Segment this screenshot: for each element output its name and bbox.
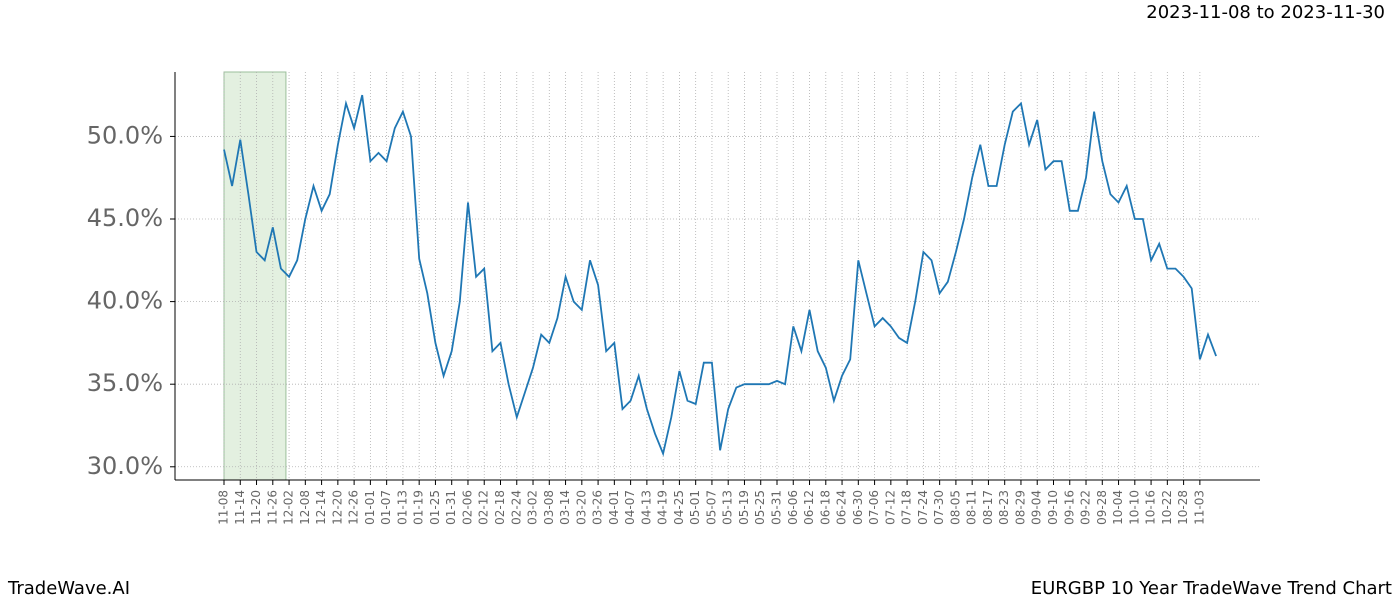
brand-label: TradeWave.AI [7, 578, 130, 599]
x-tick-label: 12-08 [298, 490, 312, 525]
x-tick-label: 08-11 [965, 490, 979, 525]
x-tick-label: 07-06 [867, 490, 881, 525]
x-tick-label: 06-18 [818, 490, 832, 525]
x-tick-label: 07-30 [932, 490, 946, 525]
x-tick-label: 10-04 [1111, 490, 1125, 525]
x-tick-label: 09-22 [1079, 490, 1093, 525]
x-tick-label: 02-06 [460, 490, 474, 525]
x-tick-label: 11-26 [265, 490, 279, 525]
x-tick-label: 05-13 [721, 490, 735, 525]
x-tick-label: 12-20 [330, 490, 344, 525]
x-tick-label: 05-01 [688, 490, 702, 525]
x-tick-label: 03-02 [526, 490, 540, 525]
x-tick-label: 11-08 [217, 490, 231, 525]
x-tick-label: 07-18 [900, 490, 914, 525]
x-tick-label: 06-12 [802, 490, 816, 525]
x-tick-label: 09-16 [1062, 490, 1076, 525]
x-tick-label: 04-01 [607, 490, 621, 525]
x-tick-label: 04-25 [672, 490, 686, 525]
x-tick-label: 10-22 [1160, 490, 1174, 525]
x-tick-label: 12-14 [314, 490, 328, 525]
x-tick-label: 01-01 [363, 490, 377, 525]
x-tick-label: 09-10 [1046, 490, 1060, 525]
x-tick-label: 08-17 [981, 490, 995, 525]
x-tick-label: 03-08 [542, 490, 556, 525]
x-tick-label: 05-25 [753, 490, 767, 525]
y-tick-label: 35.0% [87, 369, 163, 397]
x-tick-label: 12-26 [347, 490, 361, 525]
x-tick-label: 06-06 [786, 490, 800, 525]
x-tick-label: 03-26 [591, 490, 605, 525]
x-tick-label: 01-13 [395, 490, 409, 525]
y-tick-label: 45.0% [87, 204, 163, 232]
x-tick-label: 10-16 [1144, 490, 1158, 525]
x-tick-label: 03-20 [574, 490, 588, 525]
x-tick-label: 09-04 [1030, 490, 1044, 525]
chart-title: EURGBP 10 Year TradeWave Trend Chart [1031, 578, 1392, 599]
highlight-band [223, 71, 287, 481]
y-tick-label: 40.0% [87, 287, 163, 315]
x-tick-label: 07-12 [883, 490, 897, 525]
trend-line [223, 94, 1217, 457]
x-tick-label: 11-14 [233, 490, 247, 525]
x-tick-label: 11-03 [1192, 490, 1206, 525]
x-tick-label: 10-10 [1127, 490, 1141, 525]
x-tick-label: 08-23 [997, 490, 1011, 525]
x-tick-label: 01-07 [379, 490, 393, 525]
x-tick-label: 09-28 [1095, 490, 1109, 525]
x-tick-label: 06-24 [835, 490, 849, 525]
x-tick-label: 08-29 [1013, 490, 1027, 525]
x-tick-label: 04-13 [639, 490, 653, 525]
x-tick-label: 05-19 [737, 490, 751, 525]
x-tick-label: 05-07 [704, 490, 718, 525]
x-tick-label: 04-07 [623, 490, 637, 525]
chart-subtitle: 2023-11-08 to 2023-11-30 [1146, 2, 1385, 23]
x-tick-label: 03-14 [558, 490, 572, 525]
x-tick-label: 11-20 [249, 490, 263, 525]
x-tick-label: 01-31 [444, 490, 458, 525]
x-tick-label: 01-19 [412, 490, 426, 525]
x-tick-label: 01-25 [428, 490, 442, 525]
x-tick-label: 04-19 [656, 490, 670, 525]
x-tick-label: 10-28 [1176, 490, 1190, 525]
x-tick-label: 02-18 [493, 490, 507, 525]
x-tick-label: 12-02 [282, 490, 296, 525]
y-tick-label: 50.0% [87, 121, 163, 149]
x-tick-label: 05-31 [769, 490, 783, 525]
x-tick-label: 02-24 [509, 490, 523, 525]
x-tick-label: 06-30 [851, 490, 865, 525]
x-tick-label: 07-24 [916, 490, 930, 525]
y-tick-label: 30.0% [87, 452, 163, 480]
x-tick-label: 08-05 [948, 490, 962, 525]
x-tick-label: 02-12 [477, 490, 491, 525]
